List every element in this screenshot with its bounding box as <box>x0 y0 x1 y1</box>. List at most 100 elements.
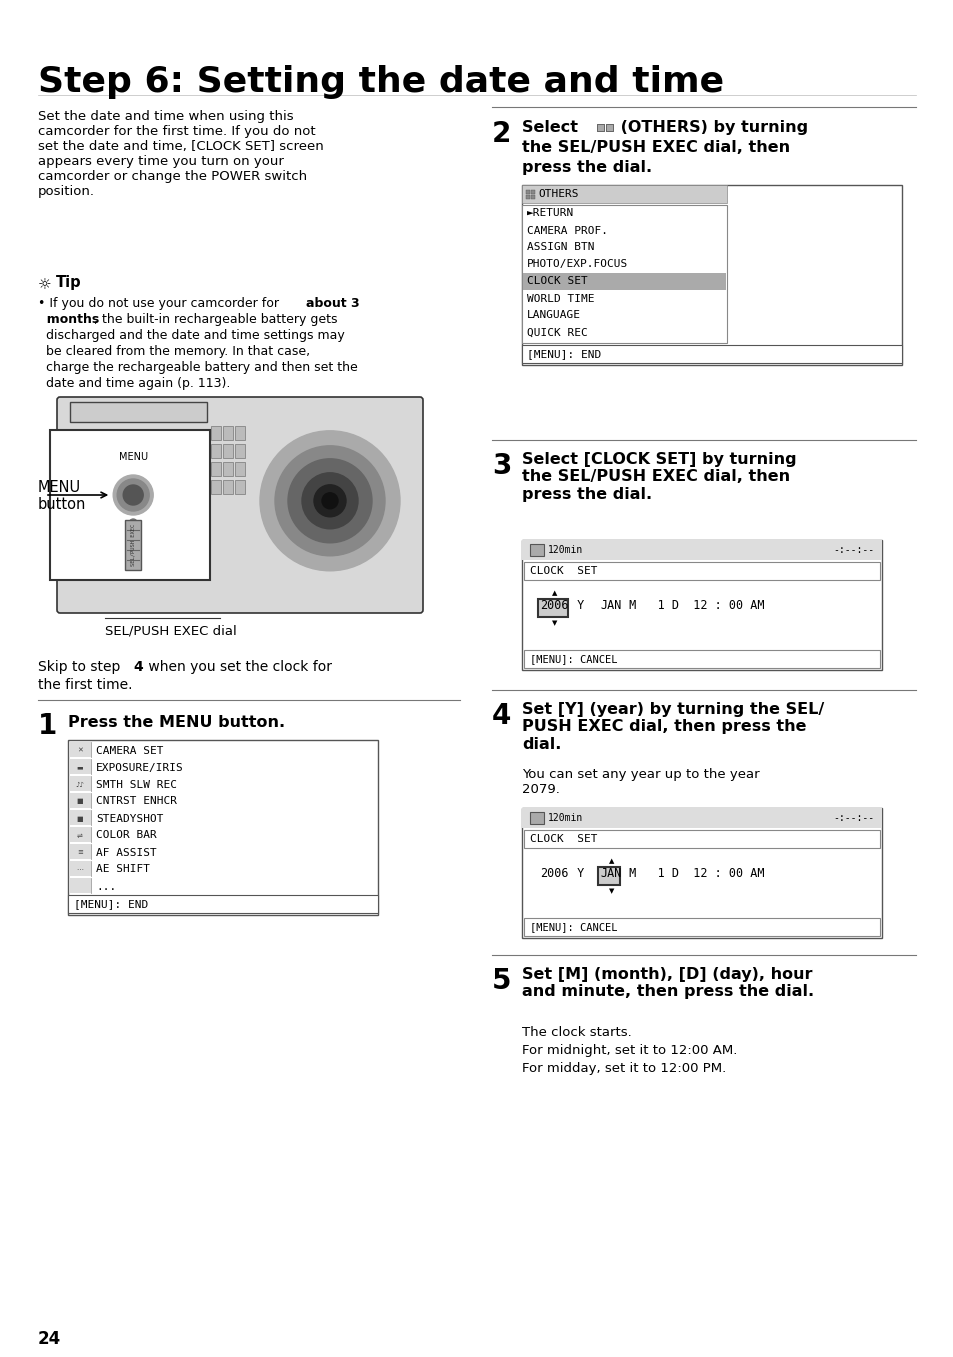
Bar <box>69 776 91 791</box>
Text: For midday, set it to 12:00 PM.: For midday, set it to 12:00 PM. <box>521 1063 725 1075</box>
Text: ASSIGN BTN: ASSIGN BTN <box>526 243 594 252</box>
Bar <box>211 480 221 494</box>
Text: AE SHIFT: AE SHIFT <box>96 864 150 874</box>
Bar <box>598 867 619 885</box>
Text: Step 6: Setting the date and time: Step 6: Setting the date and time <box>38 65 723 99</box>
Bar <box>530 811 543 824</box>
Bar <box>68 896 377 913</box>
Circle shape <box>117 479 149 512</box>
Bar <box>525 190 530 194</box>
Text: ▼: ▼ <box>608 887 614 894</box>
Bar <box>69 826 91 841</box>
Text: 3: 3 <box>492 452 511 480</box>
Text: ■: ■ <box>76 816 83 821</box>
Circle shape <box>260 430 399 571</box>
Bar <box>69 844 91 859</box>
Bar <box>523 917 879 936</box>
Circle shape <box>113 475 153 516</box>
Text: AF ASSIST: AF ASSIST <box>96 848 156 858</box>
Text: Press the MENU button.: Press the MENU button. <box>68 715 285 730</box>
Text: • If you do not use your camcorder for: • If you do not use your camcorder for <box>38 297 283 309</box>
Text: Tip: Tip <box>56 275 82 290</box>
Text: charge the rechargeable battery and then set the: charge the rechargeable battery and then… <box>38 361 357 375</box>
Text: when you set the clock for: when you set the clock for <box>144 660 332 674</box>
Text: [MENU]: CANCEL: [MENU]: CANCEL <box>530 654 617 664</box>
Text: , the built-in rechargeable battery gets: , the built-in rechargeable battery gets <box>94 313 337 326</box>
Text: SMTH SLW REC: SMTH SLW REC <box>96 779 177 790</box>
Text: ▼: ▼ <box>552 620 558 626</box>
Text: Set the date and time when using this
camcorder for the first time. If you do no: Set the date and time when using this ca… <box>38 110 323 198</box>
Text: Select [CLOCK SET] by turning
the SEL/PUSH EXEC dial, then
press the dial.: Select [CLOCK SET] by turning the SEL/PU… <box>521 452 796 502</box>
Text: 4: 4 <box>492 702 511 730</box>
Bar <box>522 273 725 290</box>
Text: ▬: ▬ <box>76 764 83 771</box>
Bar <box>235 426 245 440</box>
Text: QUICK REC: QUICK REC <box>526 327 587 338</box>
Bar <box>531 195 535 199</box>
Text: ✕: ✕ <box>77 748 83 753</box>
Text: date and time again (p. 113).: date and time again (p. 113). <box>38 377 230 389</box>
Text: M   1 D  12 : 00 AM: M 1 D 12 : 00 AM <box>622 598 764 612</box>
Text: For midnight, set it to 12:00 AM.: For midnight, set it to 12:00 AM. <box>521 1044 737 1057</box>
Text: ►RETURN: ►RETURN <box>526 209 574 218</box>
Text: the first time.: the first time. <box>38 678 132 692</box>
Bar <box>211 444 221 459</box>
Text: ⋯: ⋯ <box>76 867 84 873</box>
Bar <box>223 426 233 440</box>
Text: Set [M] (month), [D] (day), hour
and minute, then press the dial.: Set [M] (month), [D] (day), hour and min… <box>521 968 813 999</box>
Bar <box>521 807 882 828</box>
Bar <box>223 461 233 476</box>
Text: WORLD TIME: WORLD TIME <box>526 293 594 304</box>
Text: press the dial.: press the dial. <box>521 160 652 175</box>
Text: CNTRST ENHCR: CNTRST ENHCR <box>96 797 177 806</box>
Text: 2006: 2006 <box>539 867 568 879</box>
Text: CLOCK  SET: CLOCK SET <box>530 835 597 844</box>
Bar <box>521 540 882 560</box>
Bar <box>597 123 603 132</box>
Text: 1: 1 <box>38 712 57 740</box>
Text: [MENU]: END: [MENU]: END <box>526 349 600 360</box>
Bar <box>68 740 377 915</box>
Text: EXPOSURE/IRIS: EXPOSURE/IRIS <box>96 763 184 772</box>
Bar <box>211 426 221 440</box>
Bar <box>223 480 233 494</box>
Bar <box>531 190 535 194</box>
Circle shape <box>302 472 357 529</box>
Text: ▲: ▲ <box>552 590 558 596</box>
Text: CAMERA PROF.: CAMERA PROF. <box>526 225 607 236</box>
Text: STEADYSHOT: STEADYSHOT <box>96 813 163 824</box>
Bar <box>69 759 91 773</box>
Text: the SEL/PUSH EXEC dial, then: the SEL/PUSH EXEC dial, then <box>521 140 789 155</box>
Text: -:--:--: -:--:-- <box>832 813 873 822</box>
Text: SEL/PUSH EXEC: SEL/PUSH EXEC <box>131 524 135 566</box>
Bar <box>537 598 567 617</box>
Bar <box>605 123 613 132</box>
Text: SEL/PUSH EXEC dial: SEL/PUSH EXEC dial <box>105 626 236 638</box>
Circle shape <box>129 518 137 527</box>
Bar <box>525 195 530 199</box>
Bar <box>521 807 882 938</box>
Text: JAN: JAN <box>599 598 620 612</box>
Text: 24: 24 <box>38 1330 61 1348</box>
Text: MENU
button: MENU button <box>38 480 87 513</box>
Bar <box>69 742 91 757</box>
Bar <box>521 185 901 365</box>
Text: 2006: 2006 <box>539 598 568 612</box>
Text: ♪♪: ♪♪ <box>75 782 85 787</box>
Text: MENU: MENU <box>118 452 148 461</box>
Text: Select: Select <box>521 119 583 134</box>
Bar <box>223 444 233 459</box>
Text: CLOCK SET: CLOCK SET <box>526 277 587 286</box>
Circle shape <box>314 484 346 517</box>
Bar <box>69 792 91 807</box>
Text: Set [Y] (year) by turning the SEL/
PUSH EXEC dial, then press the
dial.: Set [Y] (year) by turning the SEL/ PUSH … <box>521 702 823 752</box>
Bar <box>69 860 91 877</box>
Text: 120min: 120min <box>547 546 582 555</box>
Bar <box>521 540 882 670</box>
Text: The clock starts.: The clock starts. <box>521 1026 631 1039</box>
Text: be cleared from the memory. In that case,: be cleared from the memory. In that case… <box>38 345 310 358</box>
Text: You can set any year up to the year
2079.: You can set any year up to the year 2079… <box>521 768 759 797</box>
Text: ⇌: ⇌ <box>77 832 83 839</box>
Circle shape <box>123 484 143 505</box>
Bar <box>523 650 879 668</box>
